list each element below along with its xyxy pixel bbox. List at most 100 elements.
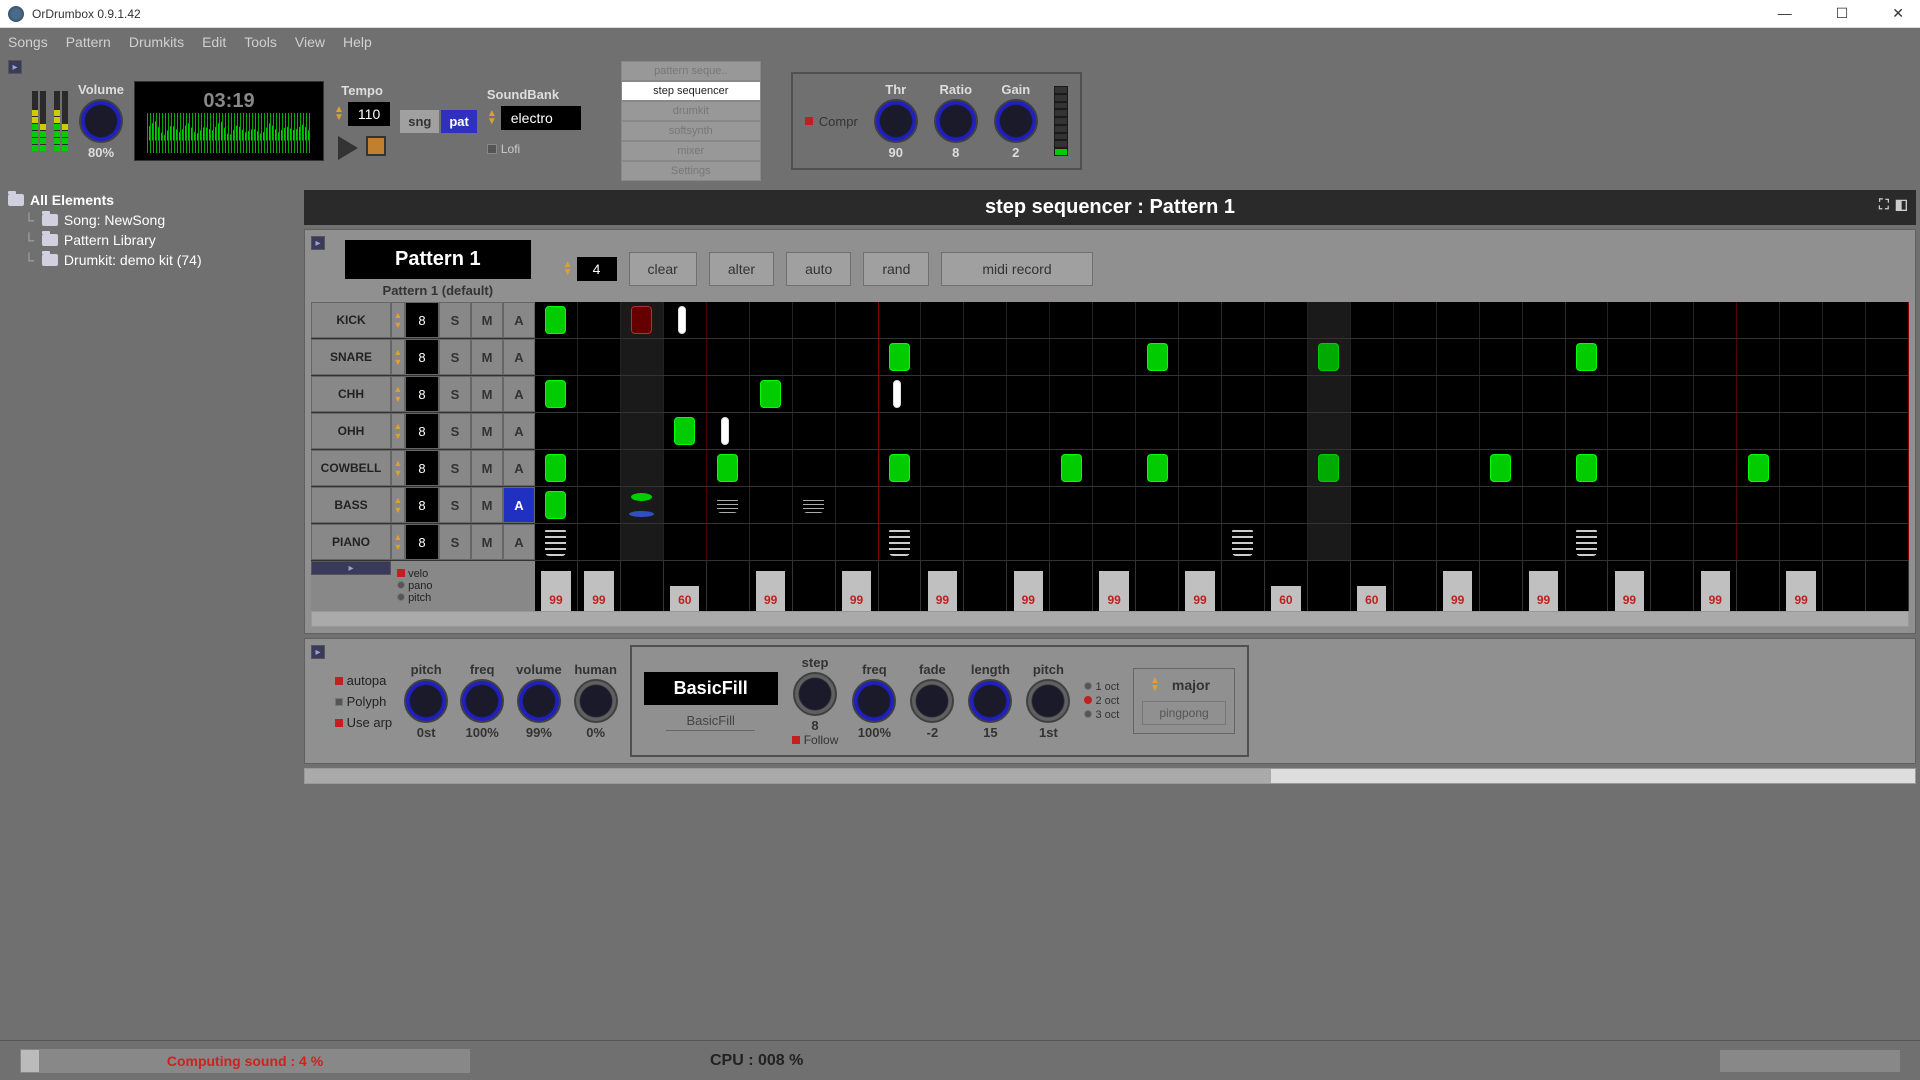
track-name[interactable]: CHH (311, 376, 391, 412)
window-icon[interactable]: ◧ (1895, 196, 1908, 213)
solo-button[interactable]: S (439, 450, 471, 486)
step-cell[interactable] (836, 376, 879, 412)
step-cell[interactable] (535, 450, 578, 486)
solo-button[interactable]: S (439, 302, 471, 338)
step-cell[interactable] (1308, 376, 1351, 412)
pitch-opt[interactable]: pitch (397, 592, 529, 604)
velo-cell[interactable]: 99 (1007, 561, 1050, 611)
step-cell[interactable] (1179, 376, 1222, 412)
step-cell[interactable] (664, 376, 707, 412)
arp-button[interactable]: A (503, 413, 535, 449)
step-cell[interactable] (1265, 413, 1308, 449)
track-name[interactable]: COWBELL (311, 450, 391, 486)
step-cell[interactable] (836, 302, 879, 338)
close-button[interactable]: ✕ (1884, 1, 1912, 26)
step-cell[interactable] (1523, 524, 1566, 560)
step-cell[interactable] (1866, 376, 1909, 412)
solo-button[interactable]: S (439, 487, 471, 523)
step-cell[interactable] (1866, 524, 1909, 560)
step-cell[interactable] (535, 487, 578, 523)
step-cell[interactable] (1007, 524, 1050, 560)
step-cell[interactable] (1566, 376, 1609, 412)
velo-cell[interactable]: 99 (535, 561, 578, 611)
ratio-knob[interactable] (934, 99, 978, 143)
menu-edit[interactable]: Edit (202, 34, 226, 50)
step-cell[interactable] (621, 450, 664, 486)
step-cell[interactable] (1050, 376, 1093, 412)
step-cell[interactable] (879, 524, 922, 560)
arp-button[interactable]: A (503, 487, 535, 523)
step-cell[interactable] (1780, 413, 1823, 449)
track-name[interactable]: SNARE (311, 339, 391, 375)
step-cell[interactable] (1566, 450, 1609, 486)
velo-cell[interactable]: 99 (1093, 561, 1136, 611)
mute-button[interactable]: M (471, 339, 503, 375)
step-cell[interactable] (1136, 524, 1179, 560)
step-cell[interactable] (964, 524, 1007, 560)
step-cell[interactable] (750, 302, 793, 338)
velo-cell[interactable] (1823, 561, 1866, 611)
step-cell[interactable] (1823, 524, 1866, 560)
step-cell[interactable] (1351, 376, 1394, 412)
tree-item[interactable]: └Song: NewSong (4, 210, 296, 230)
gain-knob[interactable] (994, 99, 1038, 143)
step-cell[interactable] (1480, 339, 1523, 375)
step-cell[interactable] (1737, 302, 1780, 338)
step-cell[interactable] (793, 339, 836, 375)
step-cell[interactable] (664, 413, 707, 449)
soundbank-value[interactable]: electro (501, 106, 581, 130)
step-cell[interactable] (1050, 339, 1093, 375)
polyph-check[interactable]: Polyph (335, 694, 392, 709)
step-cell[interactable] (1437, 376, 1480, 412)
step-cell[interactable] (1780, 339, 1823, 375)
velo-cell[interactable]: 60 (1351, 561, 1394, 611)
step-cell[interactable] (1007, 487, 1050, 523)
mute-button[interactable]: M (471, 450, 503, 486)
follow-label[interactable]: Follow (804, 733, 839, 747)
velo-cell[interactable] (1566, 561, 1609, 611)
solo-button[interactable]: S (439, 376, 471, 412)
step-cell[interactable] (879, 376, 922, 412)
step-cell[interactable] (1308, 487, 1351, 523)
step-cell[interactable] (1651, 487, 1694, 523)
step-cell[interactable] (921, 339, 964, 375)
step-cell[interactable] (1050, 413, 1093, 449)
step-cell[interactable] (1737, 339, 1780, 375)
step-cell[interactable] (1351, 339, 1394, 375)
step-cell[interactable] (1608, 450, 1651, 486)
track-name[interactable]: OHH (311, 413, 391, 449)
arp-button[interactable]: A (503, 339, 535, 375)
step-cell[interactable] (1737, 524, 1780, 560)
step-cell[interactable] (1222, 450, 1265, 486)
h-scrollbar-main[interactable] (304, 768, 1916, 784)
step-cell[interactable] (1394, 524, 1437, 560)
step-cell[interactable] (1780, 524, 1823, 560)
step-cell[interactable] (964, 487, 1007, 523)
step-cell[interactable] (1523, 450, 1566, 486)
step-cell[interactable] (793, 376, 836, 412)
step-cell[interactable] (1694, 339, 1737, 375)
expand-icon[interactable]: ⛶ (1879, 196, 1889, 213)
velo-cell[interactable]: 99 (836, 561, 879, 611)
step-cell[interactable] (535, 524, 578, 560)
step-cell[interactable] (1351, 524, 1394, 560)
usearp-check[interactable]: Use arp (335, 715, 392, 730)
step-cell[interactable] (1480, 302, 1523, 338)
step-cell[interactable] (1394, 487, 1437, 523)
step-cell[interactable] (664, 524, 707, 560)
fill-sub[interactable]: BasicFill (666, 711, 754, 731)
step-cell[interactable] (1694, 413, 1737, 449)
step-cell[interactable] (1651, 376, 1694, 412)
step-cell[interactable] (1394, 302, 1437, 338)
fx-human-knob[interactable] (574, 679, 618, 723)
velo-cell[interactable] (1651, 561, 1694, 611)
track-name[interactable]: PIANO (311, 524, 391, 560)
step-cell[interactable] (964, 413, 1007, 449)
step-cell[interactable] (1222, 339, 1265, 375)
step-cell[interactable] (1480, 524, 1523, 560)
step-cell[interactable] (1694, 487, 1737, 523)
step-cell[interactable] (1823, 339, 1866, 375)
step-cell[interactable] (750, 487, 793, 523)
solo-button[interactable]: S (439, 413, 471, 449)
step-cell[interactable] (1050, 524, 1093, 560)
